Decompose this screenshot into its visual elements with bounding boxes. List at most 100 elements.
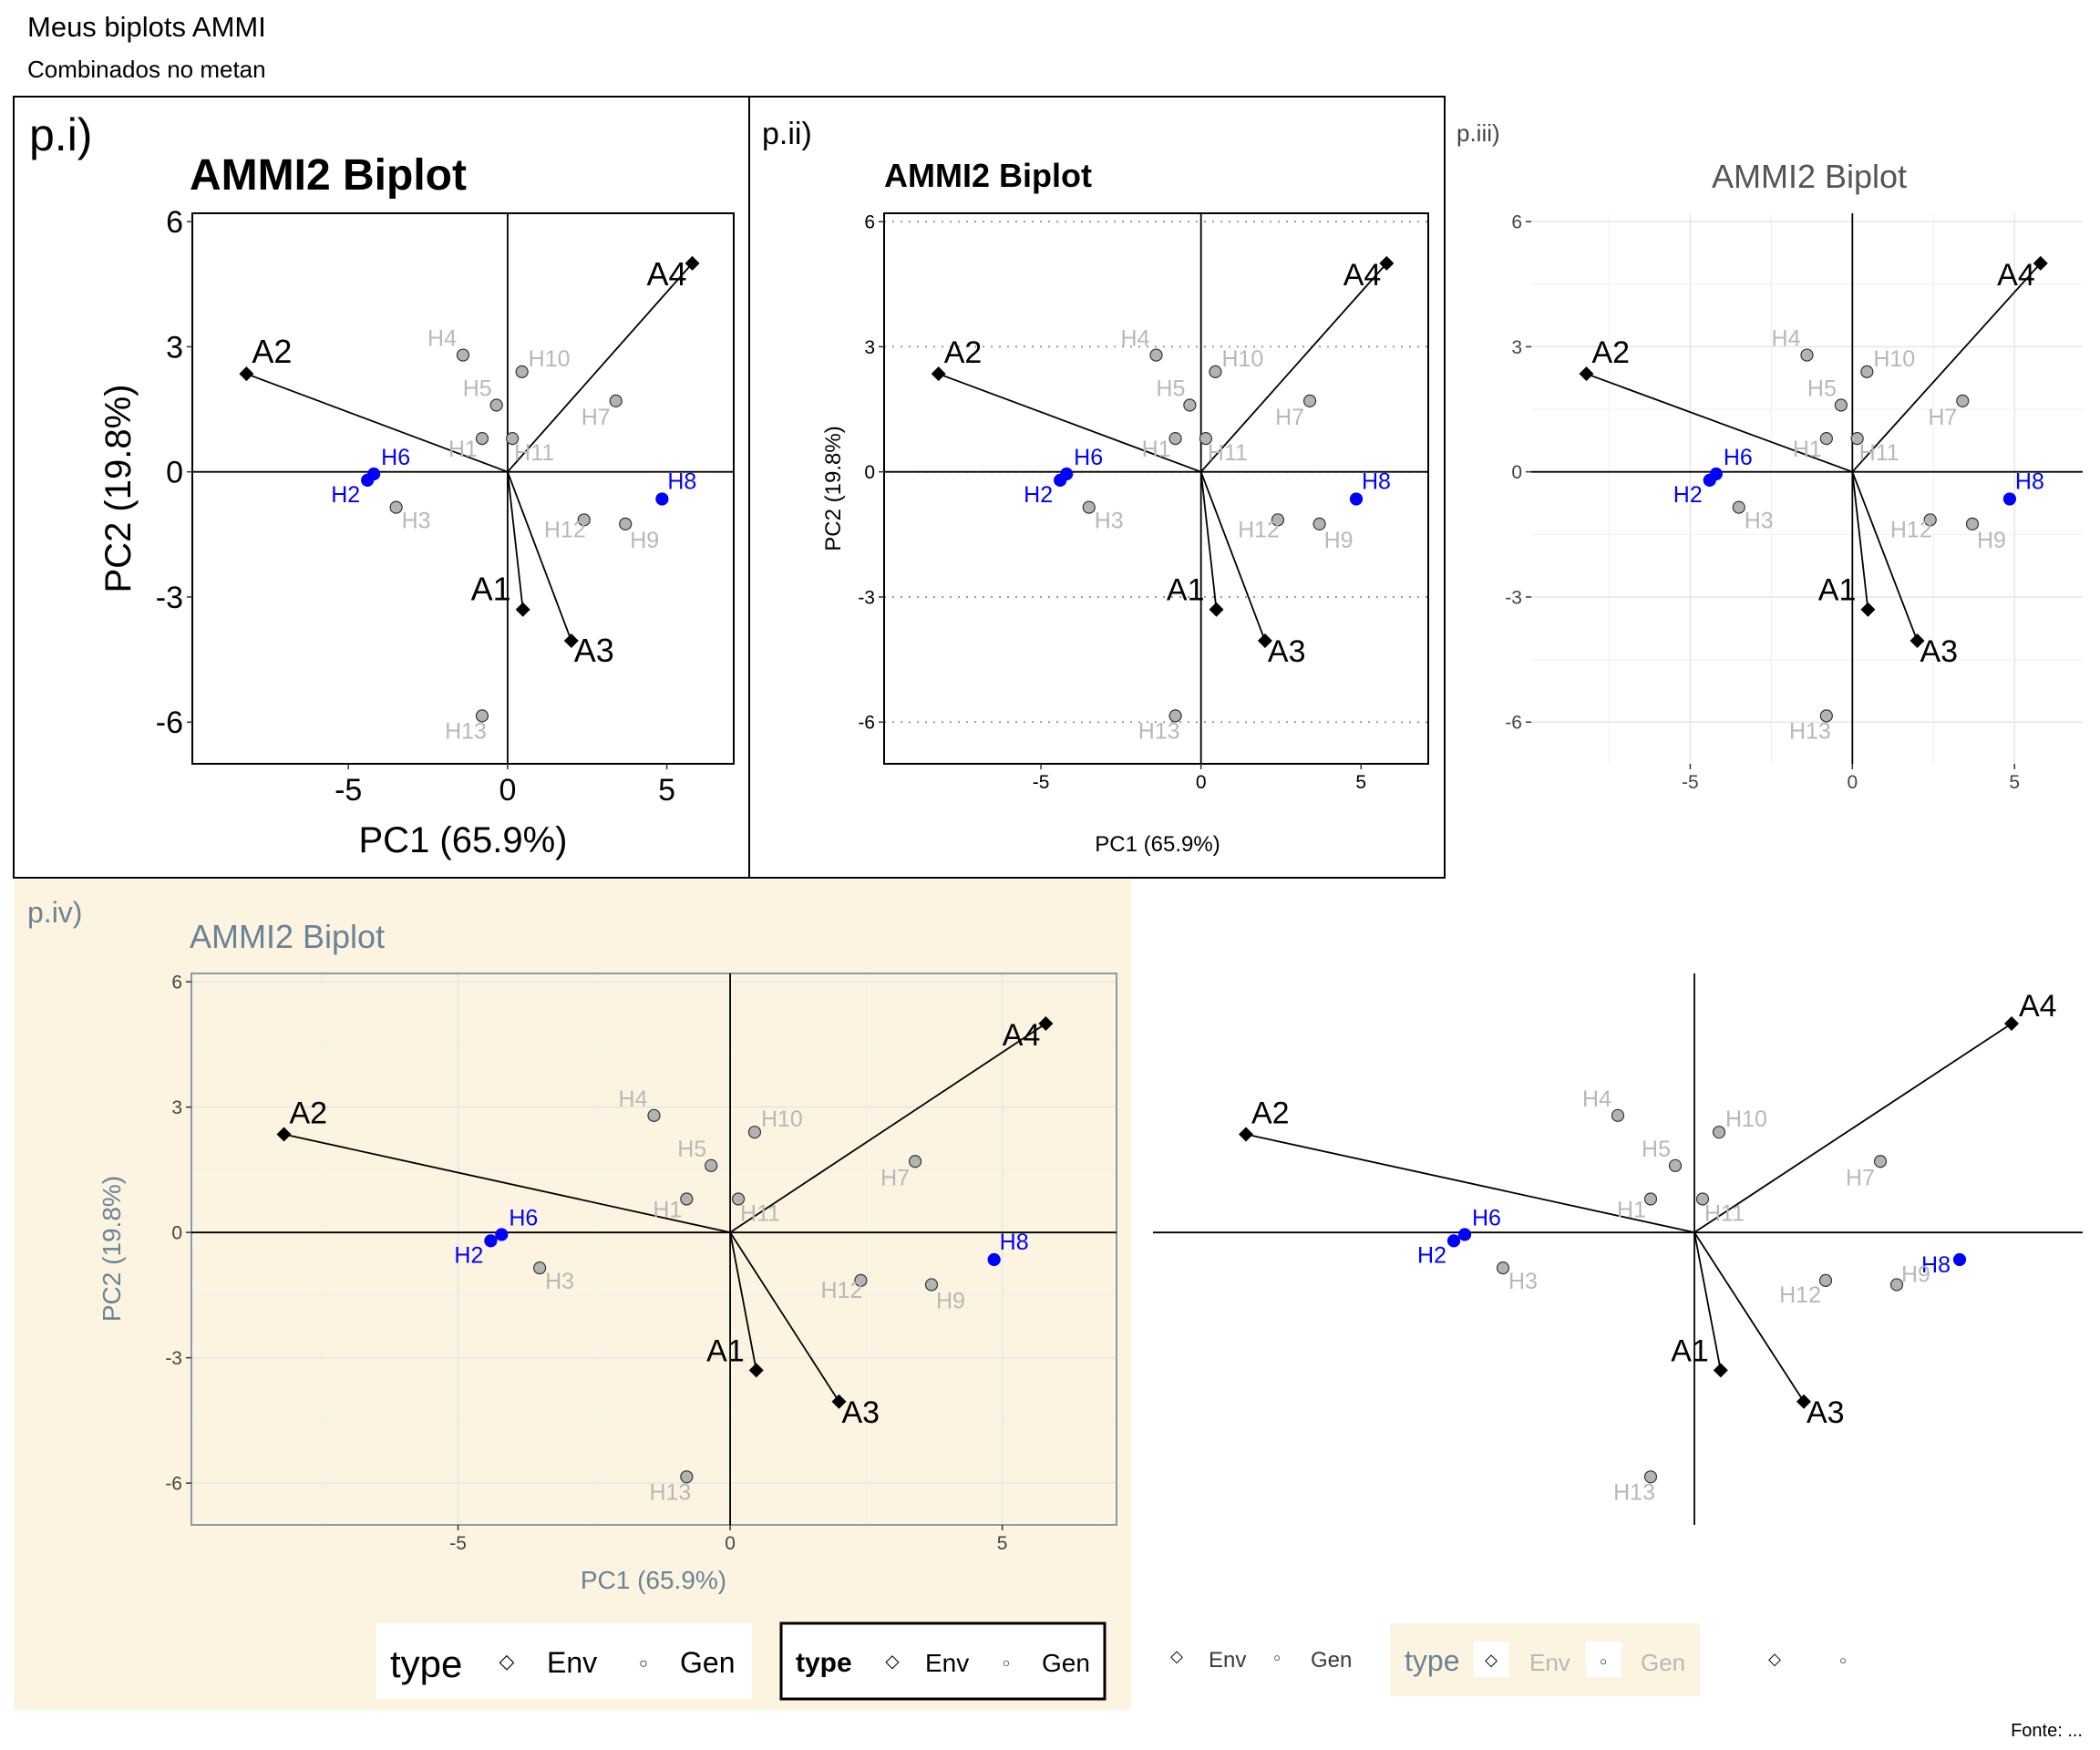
gen-point-h11 bbox=[1695, 1192, 1710, 1206]
gen-label-h10: H10 bbox=[529, 346, 571, 372]
gen-point-h11 bbox=[1850, 431, 1864, 446]
plot-title: AMMI2 Biplot bbox=[190, 918, 385, 955]
legend-title: type bbox=[1405, 1644, 1459, 1677]
env-label-a3: A3 bbox=[1807, 1395, 1845, 1430]
env-point-a1 bbox=[1860, 602, 1876, 617]
x-tick-label: -5 bbox=[449, 1533, 467, 1554]
y-axis-label: PC2 (19.8%) bbox=[98, 385, 139, 593]
x-tick-label: -5 bbox=[335, 773, 362, 808]
env-point-a2 bbox=[1579, 366, 1594, 382]
gen-label-h2: H2 bbox=[1024, 482, 1053, 508]
gen-label-h12: H12 bbox=[821, 1278, 863, 1303]
gen-label-h1: H1 bbox=[448, 437, 478, 462]
gen-label-h11: H11 bbox=[1208, 440, 1248, 466]
legend-gen-key-icon: ○ bbox=[1273, 1651, 1281, 1664]
gen-point-h11 bbox=[506, 431, 520, 446]
env-vector-a1 bbox=[1851, 471, 1869, 610]
gen-label-h5: H5 bbox=[463, 376, 492, 401]
gen-point-h7 bbox=[1302, 394, 1317, 408]
gen-point-h3 bbox=[533, 1261, 547, 1275]
gen-label-h13: H13 bbox=[1789, 718, 1831, 744]
gen-point-h7 bbox=[1956, 394, 1970, 408]
gen-point-h10 bbox=[747, 1126, 762, 1139]
gen-label-h7: H7 bbox=[880, 1165, 910, 1190]
legend-panel-i: type ◇ Env ○ Gen bbox=[376, 1623, 752, 1699]
y-tick-label: -6 bbox=[165, 1474, 182, 1495]
env-vector-a2 bbox=[283, 1133, 731, 1234]
gen-label-h7: H7 bbox=[1275, 405, 1304, 430]
env-vector-a3 bbox=[1199, 471, 1266, 642]
y-tick-label: 0 bbox=[1511, 462, 1522, 483]
gen-label-h12: H12 bbox=[1238, 517, 1280, 542]
gen-point-h4 bbox=[456, 348, 470, 362]
legend-gen-label: Gen bbox=[680, 1646, 735, 1679]
gen-point-h3 bbox=[1082, 500, 1096, 514]
gen-label-h12: H12 bbox=[1890, 517, 1932, 542]
y-axis-label: PC2 (19.8%) bbox=[98, 1176, 126, 1322]
x-tick-label: -5 bbox=[1033, 772, 1050, 793]
legend-env-key-icon: ◇ bbox=[1485, 1651, 1498, 1669]
gen-label-h8: H8 bbox=[1000, 1230, 1029, 1255]
gen-label-h3: H3 bbox=[1745, 509, 1774, 534]
gen-point-h9 bbox=[619, 517, 633, 530]
gen-label-h2: H2 bbox=[331, 482, 360, 508]
gen-point-h12 bbox=[1271, 513, 1285, 527]
env-label-a2: A2 bbox=[252, 333, 292, 370]
gen-label-h9: H9 bbox=[630, 528, 659, 553]
y-tick-label: -6 bbox=[156, 705, 183, 740]
env-label-a1: A1 bbox=[1671, 1333, 1709, 1368]
gen-label-h1: H1 bbox=[1617, 1198, 1646, 1223]
env-point-a3 bbox=[831, 1394, 847, 1409]
y-tick-label: 3 bbox=[864, 337, 875, 358]
page-subtitle: Combinados no metan bbox=[27, 56, 266, 83]
gen-point-h9 bbox=[1889, 1278, 1904, 1292]
gen-point-h1 bbox=[1168, 431, 1182, 446]
legend-env-label: Env bbox=[925, 1649, 969, 1677]
env-vector-a4 bbox=[1851, 262, 2042, 473]
legend-env-label: Env bbox=[547, 1646, 597, 1679]
env-vector-a2 bbox=[1586, 373, 1853, 473]
gen-label-h2: H2 bbox=[1417, 1242, 1446, 1268]
gen-point-h7 bbox=[908, 1155, 922, 1168]
gen-label-h11: H11 bbox=[514, 440, 554, 466]
gen-point-h5 bbox=[489, 398, 503, 412]
gen-label-h11: H11 bbox=[740, 1201, 780, 1227]
gen-point-h11 bbox=[731, 1192, 746, 1206]
legend-gen-label: Gen bbox=[1641, 1649, 1685, 1676]
x-tick-label: 5 bbox=[1355, 772, 1366, 793]
y-tick-label: 0 bbox=[171, 1223, 182, 1244]
gen-point-h2 bbox=[484, 1234, 498, 1248]
gen-point-h4 bbox=[1149, 348, 1163, 362]
env-point-a4 bbox=[1379, 255, 1395, 271]
gen-label-h13: H13 bbox=[1138, 718, 1180, 744]
x-axis-label: PC1 (65.9%) bbox=[581, 1566, 726, 1594]
env-point-a2 bbox=[1239, 1127, 1253, 1142]
env-point-a1 bbox=[748, 1363, 764, 1378]
gen-point-h5 bbox=[705, 1158, 718, 1172]
env-label-a2: A2 bbox=[1592, 335, 1631, 370]
env-point-a3 bbox=[1796, 1394, 1811, 1409]
gen-point-h13 bbox=[680, 1470, 694, 1484]
y-tick-label: -6 bbox=[1505, 713, 1522, 734]
legend-env-key-icon: ◇ bbox=[499, 1650, 515, 1673]
env-point-a4 bbox=[1038, 1016, 1054, 1031]
gen-point-h13 bbox=[1643, 1470, 1658, 1484]
y-tick-label: 6 bbox=[1511, 212, 1522, 233]
gen-point-h1 bbox=[1643, 1192, 1658, 1206]
y-tick-label: -3 bbox=[165, 1348, 182, 1369]
gen-point-h12 bbox=[1923, 513, 1937, 527]
gen-label-h11: H11 bbox=[1704, 1201, 1745, 1227]
x-tick-label: 0 bbox=[1196, 772, 1207, 793]
env-vector-a3 bbox=[1693, 1231, 1805, 1403]
gen-label-h1: H1 bbox=[653, 1198, 682, 1223]
x-axis-label: PC1 (65.9%) bbox=[1095, 832, 1220, 857]
gen-label-h8: H8 bbox=[2015, 468, 2044, 494]
y-tick-label: -3 bbox=[858, 587, 875, 608]
y-tick-label: 6 bbox=[864, 212, 875, 233]
gen-label-h10: H10 bbox=[1725, 1107, 1767, 1132]
gen-label-h6: H6 bbox=[1074, 445, 1103, 470]
gen-label-h4: H4 bbox=[1582, 1086, 1611, 1112]
gen-point-h2 bbox=[1446, 1234, 1461, 1248]
env-label-a4: A4 bbox=[1997, 258, 2035, 293]
